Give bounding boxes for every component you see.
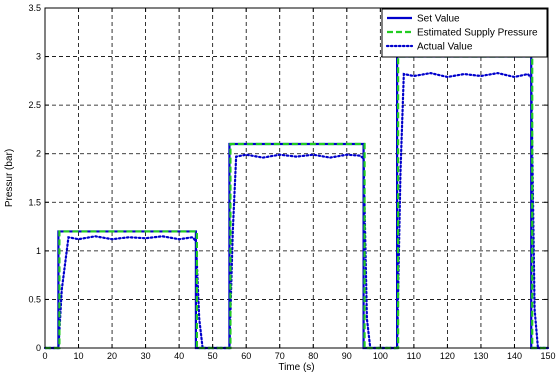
x-tick-label: 40 bbox=[174, 351, 184, 361]
x-tick-label: 0 bbox=[42, 351, 47, 361]
x-tick-label: 10 bbox=[74, 351, 84, 361]
legend-label-set-value: Set Value bbox=[417, 14, 460, 25]
x-tick-label: 120 bbox=[440, 351, 455, 361]
x-tick-label: 30 bbox=[141, 351, 151, 361]
x-tick-label: 110 bbox=[407, 351, 421, 361]
x-tick-label: 70 bbox=[275, 351, 285, 361]
x-tick-label: 90 bbox=[342, 351, 352, 361]
y-tick-label: 1 bbox=[36, 246, 41, 256]
legend-label-estimated-supply-pressure: Estimated Supply Pressure bbox=[417, 28, 538, 39]
x-tick-label: 50 bbox=[208, 351, 218, 361]
y-tick-label: 3 bbox=[36, 52, 41, 62]
y-tick-label: 0.5 bbox=[28, 294, 41, 304]
axis-ticks: 0 10 20 30 40 50 60 70 80 90 100 110 120 130 140 150 0 0.… bbox=[28, 3, 555, 361]
x-tick-label: 140 bbox=[507, 351, 522, 361]
series-line-actual-value bbox=[43, 71, 550, 350]
x-tick-label: 130 bbox=[473, 351, 488, 361]
y-axis-label: Pressur (bar) bbox=[4, 149, 15, 207]
y-tick-label: 2.5 bbox=[28, 100, 41, 110]
grid bbox=[45, 8, 548, 348]
y-tick-label: 0 bbox=[36, 343, 41, 353]
plot-area-frame bbox=[44, 7, 549, 349]
y-tick-label: 2 bbox=[36, 149, 41, 159]
x-tick-label: 60 bbox=[241, 351, 251, 361]
legend-label-actual-value: Actual Value bbox=[417, 42, 473, 53]
y-tick-label: 3.5 bbox=[28, 3, 41, 13]
x-tick-label: 100 bbox=[373, 351, 388, 361]
x-axis-label: Time (s) bbox=[278, 362, 314, 373]
x-tick-label: 150 bbox=[540, 351, 555, 361]
legend: Set Value Estimated Supply Pressure Actu… bbox=[381, 8, 548, 58]
x-tick-label: 80 bbox=[308, 351, 318, 361]
y-tick-label: 1.5 bbox=[28, 197, 41, 207]
x-tick-label: 20 bbox=[107, 351, 117, 361]
